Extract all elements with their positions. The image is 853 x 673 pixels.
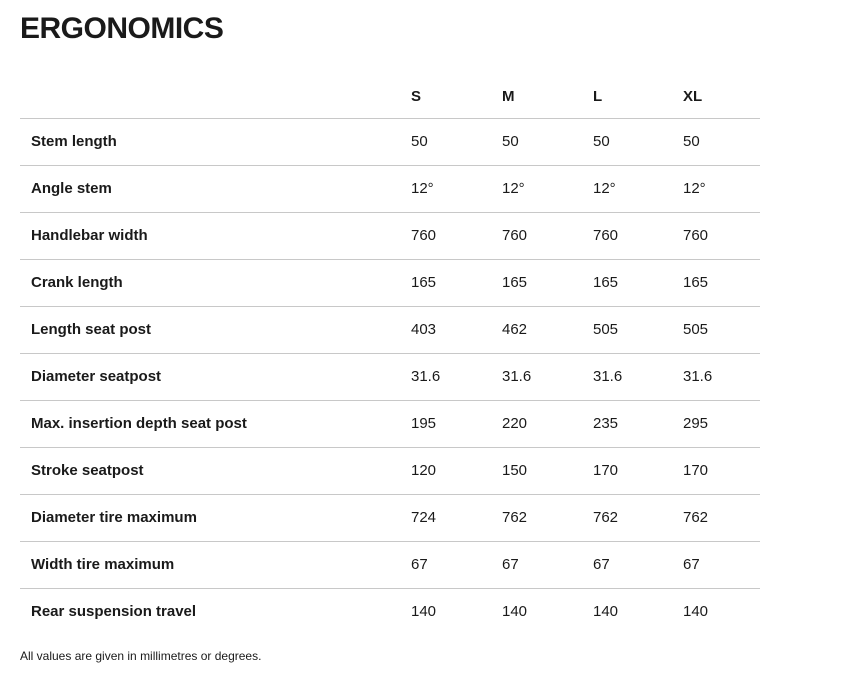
row-value: 762	[683, 494, 760, 542]
row-value: 403	[411, 306, 502, 354]
row-value: 165	[683, 259, 760, 307]
column-header-s: S	[411, 75, 502, 119]
ergonomics-spec-table: S M L XL Stem length 50 50 50 50 Angle s…	[20, 75, 760, 635]
row-label: Angle stem	[20, 165, 411, 213]
row-value: 31.6	[593, 353, 683, 401]
spec-table-body: Stem length 50 50 50 50 Angle stem 12° 1…	[20, 118, 760, 635]
column-header-l: L	[593, 75, 683, 119]
row-value: 140	[683, 603, 709, 621]
row-value: 760	[411, 212, 502, 260]
row-value: 31.6	[502, 353, 593, 401]
row-value: 165	[411, 259, 502, 307]
row-value: 505	[683, 306, 760, 354]
table-row: Max. insertion depth seat post 195 220 2…	[20, 400, 760, 448]
row-value: 12°	[593, 165, 683, 213]
row-value: 67	[593, 541, 683, 589]
row-value: 12°	[502, 165, 593, 213]
row-label: Rear suspension travel	[31, 603, 197, 621]
column-header-xl: XL	[683, 75, 760, 119]
table-row: Stroke seatpost 120 150 170 170	[20, 447, 760, 495]
row-label: Crank length	[20, 259, 411, 307]
row-value: 120	[411, 447, 502, 495]
footnote: All values are given in millimetres or d…	[20, 649, 262, 663]
row-value: 195	[411, 400, 502, 448]
table-row: Diameter seatpost 31.6 31.6 31.6 31.6	[20, 353, 760, 401]
row-value: 165	[502, 259, 593, 307]
row-value: 760	[502, 212, 593, 260]
row-value: 140	[411, 603, 437, 621]
row-value: 235	[593, 400, 683, 448]
row-value: 295	[683, 400, 760, 448]
row-value: 50	[411, 118, 502, 166]
row-value: 724	[411, 494, 502, 542]
row-value: 170	[683, 447, 760, 495]
row-value: 67	[502, 541, 593, 589]
page-title: ERGONOMICS	[20, 12, 224, 45]
row-value: 12°	[411, 165, 502, 213]
row-value: 762	[502, 494, 593, 542]
row-label: Diameter tire maximum	[20, 494, 411, 542]
row-value: 762	[593, 494, 683, 542]
row-value: 31.6	[683, 353, 760, 401]
row-value: 462	[502, 306, 593, 354]
row-value: 150	[502, 447, 593, 495]
row-label: Width tire maximum	[20, 541, 411, 589]
header-row: S M L XL	[20, 75, 760, 119]
row-value: 140	[593, 603, 619, 621]
spec-table-header: S M L XL	[20, 75, 760, 119]
table-row: Handlebar width 760 760 760 760	[20, 212, 760, 260]
row-value: 170	[593, 447, 683, 495]
row-value: 140	[502, 603, 528, 621]
row-value: 760	[593, 212, 683, 260]
table-row: Angle stem 12° 12° 12° 12°	[20, 165, 760, 213]
row-value: 165	[593, 259, 683, 307]
row-value: 67	[683, 541, 760, 589]
row-label: Length seat post	[20, 306, 411, 354]
row-value: 220	[502, 400, 593, 448]
row-value: 50	[683, 118, 760, 166]
row-label: Stem length	[20, 118, 411, 166]
row-label: Handlebar width	[20, 212, 411, 260]
table-row: Rear suspension travel 140 140 140 140	[20, 588, 760, 635]
row-value: 12°	[683, 165, 760, 213]
table-row: Diameter tire maximum 724 762 762 762	[20, 494, 760, 542]
row-value: 50	[593, 118, 683, 166]
column-header-blank	[20, 75, 411, 119]
row-value: 31.6	[411, 353, 502, 401]
row-label: Stroke seatpost	[20, 447, 411, 495]
row-value: 67	[411, 541, 502, 589]
table-row: Length seat post 403 462 505 505	[20, 306, 760, 354]
row-label: Max. insertion depth seat post	[20, 400, 411, 448]
row-value: 50	[502, 118, 593, 166]
table-row: Width tire maximum 67 67 67 67	[20, 541, 760, 589]
table-row: Stem length 50 50 50 50	[20, 118, 760, 166]
row-value: 505	[593, 306, 683, 354]
table-row: Crank length 165 165 165 165	[20, 259, 760, 307]
row-label: Diameter seatpost	[20, 353, 411, 401]
column-header-m: M	[502, 75, 593, 119]
row-value: 760	[683, 212, 760, 260]
